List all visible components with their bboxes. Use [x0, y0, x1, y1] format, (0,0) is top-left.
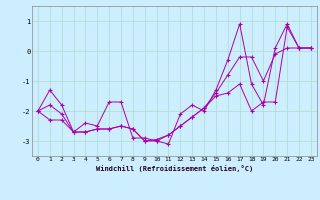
X-axis label: Windchill (Refroidissement éolien,°C): Windchill (Refroidissement éolien,°C) — [96, 165, 253, 172]
